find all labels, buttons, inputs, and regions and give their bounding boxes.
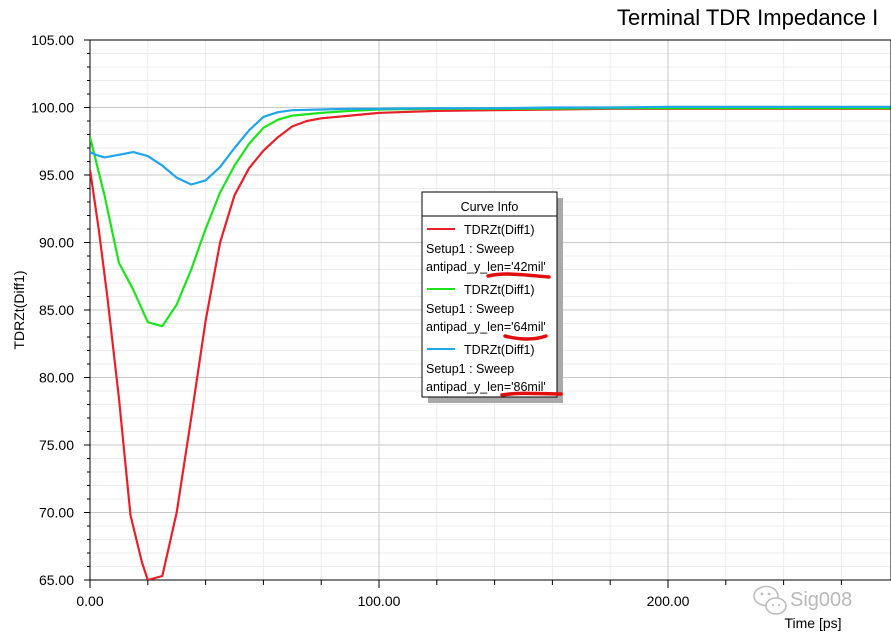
watermark-text: Sig008 (790, 589, 852, 611)
axis-ticks (84, 39, 842, 588)
legend-param-42mil: antipad_y_len='42mil' (426, 260, 546, 274)
legend-series-name-64mil: TDRZt(Diff1) (464, 283, 535, 297)
series-line-1 (90, 107, 891, 328)
chart-title: Terminal TDR Impedance I (617, 5, 878, 30)
y-tick-label: 95.00 (39, 167, 74, 183)
wechat-icon (753, 585, 787, 615)
x-tick-label: 200.00 (647, 593, 690, 609)
y-tick-label: 90.00 (39, 235, 74, 251)
x-tick-label: 0.00 (76, 593, 103, 609)
legend-setup-64mil: Setup1 : Sweep (426, 302, 514, 316)
annotation-underline-86mil (500, 391, 563, 397)
y-tick-label: 100.00 (31, 100, 74, 116)
legend: Curve Info TDRZt(Diff1) Setup1 : Sweep a… (421, 191, 563, 403)
watermark: Sig008 (753, 585, 852, 615)
y-tick-label: 70.00 (39, 505, 74, 521)
y-tick-labels: 65.00 70.00 75.00 80.00 85.00 90.00 95.00 100.0… (31, 32, 74, 588)
series-line-2 (90, 105, 891, 186)
x-tick-label: 100.00 (358, 593, 401, 609)
legend-setup-86mil: Setup1 : Sweep (426, 362, 514, 376)
legend-param-86mil: antipad_y_len='86mil' (426, 380, 546, 394)
x-axis-label: Time [ps] (784, 615, 841, 631)
y-tick-label: 80.00 (39, 370, 74, 386)
legend-param-64mil: antipad_y_len='64mil' (426, 320, 546, 334)
y-tick-label: 65.00 (39, 572, 74, 588)
x-tick-labels: 0.00 100.00 200.00 (76, 593, 689, 609)
y-axis-label: TDRZt(Diff1) (11, 270, 27, 349)
legend-box (421, 191, 558, 398)
legend-series-name-86mil: TDRZt(Diff1) (464, 343, 535, 357)
y-tick-label: 105.00 (31, 32, 74, 48)
series-layer (90, 105, 891, 580)
y-tick-label: 75.00 (39, 437, 74, 453)
legend-series-name-42mil: TDRZt(Diff1) (464, 223, 535, 237)
legend-setup-42mil: Setup1 : Sweep (426, 242, 514, 256)
y-tick-label: 85.00 (39, 302, 74, 318)
annotation-underline-64mil (503, 334, 548, 341)
legend-title: Curve Info (461, 200, 519, 214)
annotation-underline-42mil (486, 272, 551, 279)
